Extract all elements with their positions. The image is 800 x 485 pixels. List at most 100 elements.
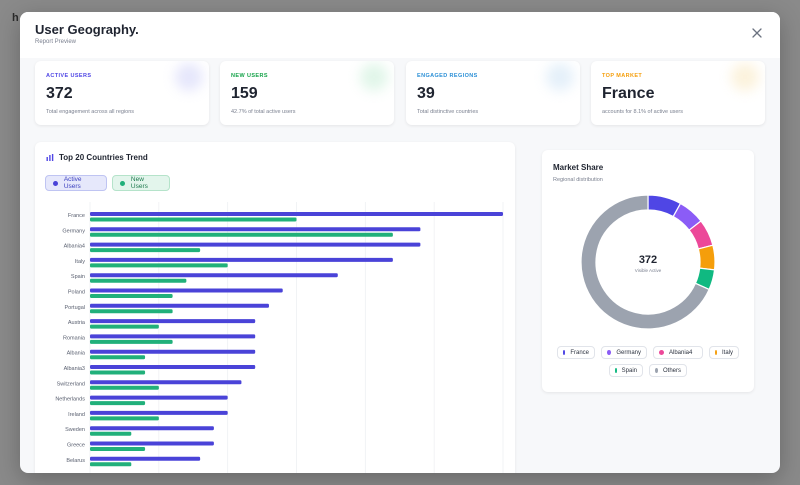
market-share-panel: Market Share Regional distribution 372 V… bbox=[532, 142, 765, 473]
bar-new-users[interactable] bbox=[90, 278, 187, 283]
stat-label: TOP MARKET bbox=[602, 73, 643, 79]
report-modal: User Geography. Report Preview ACTIVE US… bbox=[20, 12, 780, 473]
category-label: France bbox=[68, 213, 85, 219]
bar-new-users[interactable] bbox=[90, 324, 159, 329]
stat-label: NEW USERS bbox=[231, 73, 268, 79]
category-label: Belarus bbox=[66, 458, 85, 464]
bar-active-users[interactable] bbox=[90, 242, 421, 247]
stat-card-top-market: TOP MARKET France accounts for 8.1% of a… bbox=[591, 61, 765, 125]
bar-new-users[interactable] bbox=[90, 416, 159, 421]
bar-new-users[interactable] bbox=[90, 248, 201, 253]
category-label: Germany bbox=[62, 228, 85, 234]
bar-active-users[interactable] bbox=[90, 365, 256, 369]
bar-new-users[interactable] bbox=[90, 431, 132, 436]
bar-new-users[interactable] bbox=[90, 294, 173, 298]
bar-new-users[interactable] bbox=[90, 401, 146, 406]
stat-description: Total engagement across all regions bbox=[46, 109, 135, 115]
bar-new-users[interactable] bbox=[90, 339, 173, 344]
category-label: Austria bbox=[68, 320, 86, 326]
bar-new-users[interactable] bbox=[90, 309, 173, 314]
bar-active-users[interactable] bbox=[90, 334, 256, 339]
stat-card-new-users: NEW USERS 159 42.7% of total active user… bbox=[220, 61, 394, 125]
legend-pill-albania4[interactable]: Albania4 bbox=[653, 346, 703, 359]
category-label: Spain bbox=[71, 274, 85, 280]
bar-new-users[interactable] bbox=[90, 217, 297, 222]
stat-card-engaged-regions: ENGAGED REGIONS 39 Total distinctive cou… bbox=[406, 61, 580, 125]
legend-pill-label: Albania4 bbox=[669, 349, 693, 356]
stat-description: accounts for 8.1% of active users bbox=[602, 109, 684, 115]
modal-title: User Geography. bbox=[35, 22, 139, 37]
bar-new-users[interactable] bbox=[90, 462, 132, 467]
bar-active-users[interactable] bbox=[90, 257, 393, 262]
legend-dot-icon bbox=[53, 180, 58, 186]
legend-dot-icon bbox=[615, 368, 617, 373]
legend-dot-icon bbox=[607, 350, 612, 355]
donut-center-value: 372 bbox=[638, 254, 658, 266]
card-glow bbox=[731, 63, 759, 91]
legend-pill-label: Spain bbox=[621, 367, 637, 374]
bar-active-users[interactable] bbox=[90, 456, 201, 461]
category-label: Albania3 bbox=[64, 366, 85, 372]
donut-center: 372 Visible Active bbox=[608, 254, 688, 273]
stat-label: ENGAGED REGIONS bbox=[417, 73, 478, 79]
bar-active-users[interactable] bbox=[90, 303, 269, 308]
category-label: Poland bbox=[68, 290, 85, 296]
legend-dot-icon bbox=[655, 368, 658, 373]
close-icon bbox=[752, 28, 762, 38]
bar-new-users[interactable] bbox=[90, 263, 228, 268]
stat-label: ACTIVE USERS bbox=[46, 73, 92, 79]
bar-active-users[interactable] bbox=[90, 410, 228, 415]
share-subtitle: Regional distribution bbox=[553, 177, 603, 183]
category-label: Ireland bbox=[68, 412, 85, 418]
bar-new-users[interactable] bbox=[90, 385, 159, 390]
bar-active-users[interactable] bbox=[90, 349, 256, 354]
category-label: Romania bbox=[63, 335, 86, 341]
stat-card-active-users: ACTIVE USERS 372 Total engagement across… bbox=[35, 61, 209, 125]
legend-pill-france[interactable]: France bbox=[557, 346, 595, 359]
legend-pill-label: Germany bbox=[616, 349, 641, 356]
bar-active-users[interactable] bbox=[90, 319, 256, 324]
share-title: Market Share bbox=[553, 163, 604, 172]
bar-active-users[interactable] bbox=[90, 395, 228, 400]
market-share-card: Market Share Regional distribution 372 V… bbox=[542, 150, 754, 392]
legend-pill-label: Others bbox=[662, 367, 681, 374]
donut-slice-others[interactable] bbox=[580, 194, 710, 330]
legend-new-users-toggle[interactable]: New Users bbox=[112, 175, 170, 191]
category-label: Italy bbox=[75, 259, 85, 265]
legend-pill-germany[interactable]: Germany bbox=[601, 346, 647, 359]
legend-dot-icon bbox=[120, 180, 125, 186]
close-button[interactable] bbox=[750, 26, 764, 40]
donut-chart bbox=[580, 194, 716, 330]
legend-pill-others[interactable]: Others bbox=[649, 364, 687, 377]
category-label: Netherlands bbox=[55, 397, 85, 403]
bar-active-users[interactable] bbox=[90, 441, 214, 446]
legend-dot-icon bbox=[563, 350, 566, 355]
legend-label: Active Users bbox=[63, 176, 82, 190]
bar-active-users[interactable] bbox=[90, 227, 421, 232]
donut-slice-italy[interactable] bbox=[697, 244, 716, 271]
bar-new-users[interactable] bbox=[90, 232, 393, 237]
bar-active-users[interactable] bbox=[90, 426, 214, 431]
legend-label: New Users bbox=[130, 176, 148, 190]
bar-active-users[interactable] bbox=[90, 288, 283, 293]
stat-value: France bbox=[602, 85, 655, 102]
legend-pill-italy[interactable]: Italy bbox=[709, 346, 739, 359]
bar-chart: France Germany Albania4 Italy Spain Poland Por… bbox=[55, 202, 504, 473]
bar-active-users[interactable] bbox=[90, 380, 242, 385]
category-label: Switzerland bbox=[57, 381, 85, 387]
stat-value: 39 bbox=[417, 85, 435, 102]
donut-center-label: Visible Active bbox=[634, 268, 662, 273]
legend-dot-icon bbox=[659, 350, 664, 355]
bar-active-users[interactable] bbox=[90, 212, 503, 216]
bar-new-users[interactable] bbox=[90, 370, 146, 375]
bar-new-users[interactable] bbox=[90, 447, 146, 451]
stat-description: Total distinctive countries bbox=[417, 109, 479, 115]
category-label: Albania bbox=[67, 351, 86, 357]
card-glow bbox=[360, 63, 388, 91]
bar-new-users[interactable] bbox=[90, 355, 146, 360]
legend-pill-spain[interactable]: Spain bbox=[609, 364, 643, 377]
legend-dot-icon bbox=[715, 350, 717, 355]
modal-header: User Geography. Report Preview bbox=[20, 12, 780, 58]
legend-active-users-toggle[interactable]: Active Users bbox=[45, 175, 107, 191]
bar-active-users[interactable] bbox=[90, 273, 338, 278]
